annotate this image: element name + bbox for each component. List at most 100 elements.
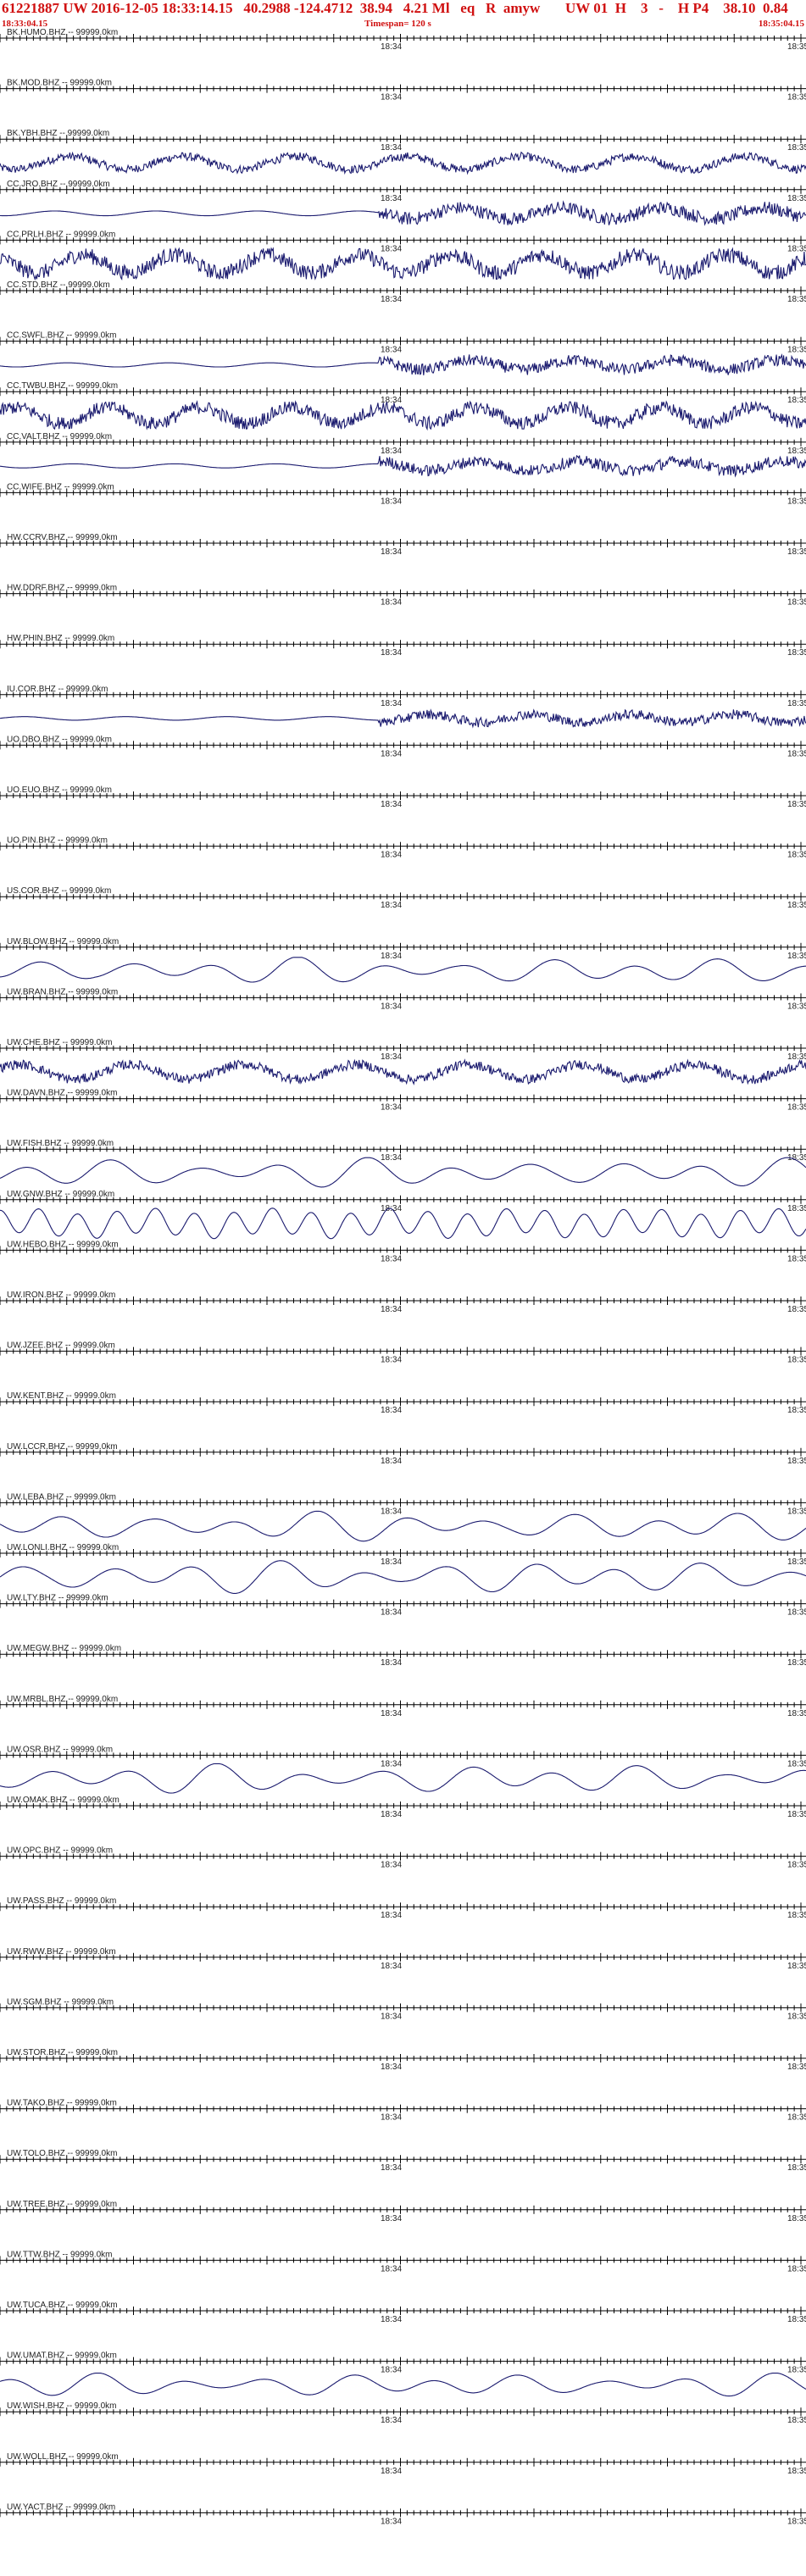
- station-label: UW.MRBL.BHZ -- 99999.0km: [7, 1695, 118, 1704]
- axis-time-label: 18:34: [381, 1608, 402, 1618]
- station-label: US.COR.BHZ -- 99999.0km: [7, 886, 111, 896]
- waveform-trace: [0, 353, 806, 375]
- station-label: UW.BLOW.BHZ -- 99999.0km: [7, 937, 119, 947]
- station-label: CC.VALT.BHZ -- 99999.0km: [7, 432, 112, 441]
- axis-time-label: 18:34: [381, 244, 402, 253]
- axis-time-label-right: 18:35: [787, 1962, 806, 1971]
- station-row: HW.PHIN.BHZ -- 99999.0km 18:34 18:35: [0, 634, 806, 658]
- station-label: UW.LTY.BHZ -- 99999.0km: [7, 1594, 108, 1603]
- axis-time-label: 18:34: [381, 1457, 402, 1466]
- end-time: 18:35:04.15: [758, 19, 804, 29]
- axis-time-label-right: 18:35: [787, 1557, 806, 1567]
- waveform-trace: [0, 1208, 806, 1240]
- station-row: UW.DAVN.BHZ -- 99999.0km 18:34 18:35: [0, 1089, 806, 1113]
- axis-time-label: 18:34: [381, 1254, 402, 1263]
- start-time: 18:33:04.15: [2, 19, 48, 29]
- waveform-trace: [0, 247, 806, 281]
- axis-time-label: 18:34: [381, 1052, 402, 1062]
- axis-time-label-right: 18:35: [787, 1759, 806, 1768]
- station-label: BK.HUMO.BHZ -- 99999.0km: [7, 28, 118, 37]
- station-row: UW.MEGW.BHZ -- 99999.0km 18:34 18:35: [0, 1644, 806, 1668]
- timespan-label: Timespan= 120 s: [364, 19, 431, 29]
- axis-time-label-right: 18:35: [787, 194, 806, 203]
- event-title: 61221887 UW 2016-12-05 18:33:14.15 40.29…: [2, 0, 788, 16]
- axis-time-label: 18:34: [381, 194, 402, 203]
- axis-time-label: 18:34: [381, 547, 402, 557]
- station-row: US.COR.BHZ -- 99999.0km 18:34 18:35: [0, 886, 806, 910]
- axis-time-label: 18:34: [381, 1305, 402, 1314]
- axis-time-label: 18:34: [381, 901, 402, 910]
- axis-time-label: 18:34: [381, 1658, 402, 1668]
- station-row: UW.PASS.BHZ -- 99999.0km 18:34 18:35: [0, 1896, 806, 1920]
- axis-time-label-right: 18:35: [787, 244, 806, 253]
- station-label: UW.MEGW.BHZ -- 99999.0km: [7, 1644, 121, 1653]
- axis-time-label: 18:34: [381, 1759, 402, 1768]
- station-label: BK.MOD.BHZ -- 99999.0km: [7, 79, 112, 88]
- event-header: 61221887 UW 2016-12-05 18:33:14.15 40.29…: [0, 0, 806, 34]
- waveform-trace: [0, 400, 806, 431]
- axis-time-label: 18:34: [381, 1406, 402, 1415]
- station-label: UW.BRAN.BHZ -- 99999.0km: [7, 987, 118, 997]
- station-row: CC.WIFE.BHZ -- 99999.0km 18:34 18:35: [0, 482, 806, 506]
- axis-time-label: 18:34: [381, 346, 402, 355]
- axis-time-label-right: 18:35: [787, 447, 806, 456]
- axis-time-label: 18:34: [381, 699, 402, 708]
- axis-time-label: 18:34: [381, 749, 402, 758]
- station-row: CC.VALT.BHZ -- 99999.0km 18:34 18:35: [0, 432, 806, 478]
- axis-time-label-right: 18:35: [787, 93, 806, 103]
- station-label: UW.OMAK.BHZ -- 99999.0km: [7, 1796, 120, 1805]
- axis-time-label-right: 18:35: [787, 1103, 806, 1113]
- axis-time-label-right: 18:35: [787, 851, 806, 860]
- axis-time-label-right: 18:35: [787, 1254, 806, 1263]
- station-row: UW.RWW.BHZ -- 99999.0km 18:34 18:35: [0, 1947, 806, 1971]
- axis-time-label: 18:34: [381, 800, 402, 809]
- axis-time-label-right: 18:35: [787, 1709, 806, 1718]
- station-label: UW.PASS.BHZ -- 99999.0km: [7, 1896, 116, 1906]
- station-row: HW.CCRV.BHZ -- 99999.0km 18:34 18:35: [0, 533, 806, 557]
- axis-time-label-right: 18:35: [787, 1356, 806, 1365]
- axis-time-label-right: 18:35: [787, 1002, 806, 1011]
- station-row: UW.OPC.BHZ -- 99999.0km 18:34 18:35: [0, 1846, 806, 1870]
- axis-time-label-right: 18:35: [787, 497, 806, 506]
- station-row: UO.DBO.BHZ -- 99999.0km 18:34 18:35: [0, 735, 806, 758]
- station-row: UW.LTY.BHZ -- 99999.0km 18:34 18:35: [0, 1594, 806, 1618]
- station-label: UW.OPC.BHZ -- 99999.0km: [7, 1846, 113, 1856]
- axis-time-label: 18:34: [381, 648, 402, 658]
- axis-time-label-right: 18:35: [787, 1608, 806, 1618]
- waveform-trace: [0, 1560, 806, 1594]
- axis-time-label-right: 18:35: [787, 1507, 806, 1516]
- axis-time-label: 18:34: [381, 1103, 402, 1113]
- station-row: CC.TWBU.BHZ -- 99999.0km 18:34 18:35: [0, 381, 806, 431]
- axis-time-label-right: 18:35: [787, 901, 806, 910]
- station-label: CC.SWFL.BHZ -- 99999.0km: [7, 331, 116, 341]
- axis-time-label-right: 18:35: [787, 800, 806, 809]
- station-label: CC.PRLH.BHZ -- 99999.0km: [7, 230, 115, 239]
- station-label: UO.PIN.BHZ -- 99999.0km: [7, 836, 108, 846]
- station-row: BK.HUMO.BHZ -- 99999.0km 18:34 18:35: [0, 28, 806, 52]
- waveform-trace: [0, 708, 806, 729]
- axis-time-label: 18:34: [381, 598, 402, 608]
- axis-time-label-right: 18:35: [787, 396, 806, 405]
- station-label: CC.JRO.BHZ -- 99999.0km: [7, 180, 110, 189]
- station-label: UW.RWW.BHZ -- 99999.0km: [7, 1947, 116, 1957]
- axis-time-label-right: 18:35: [787, 143, 806, 153]
- station-row: UW.BLOW.BHZ -- 99999.0km 18:34 18:35: [0, 937, 806, 983]
- waveform-trace: [0, 957, 806, 983]
- station-row: UW.OSR.BHZ -- 99999.0km 18:34 18:35: [0, 1745, 806, 1794]
- axis-time-label: 18:34: [381, 1356, 402, 1365]
- axis-time-label: 18:34: [381, 93, 402, 103]
- axis-time-label-right: 18:35: [787, 1861, 806, 1870]
- axis-time-label-right: 18:35: [787, 749, 806, 758]
- station-row: UO.EUO.BHZ -- 99999.0km 18:34 18:35: [0, 786, 806, 809]
- axis-time-label-right: 18:35: [787, 952, 806, 961]
- waveform-trace: [0, 1058, 806, 1085]
- station-label: UO.EUO.BHZ -- 99999.0km: [7, 786, 112, 795]
- station-label: HW.CCRV.BHZ -- 99999.0km: [7, 533, 118, 542]
- axis-time-label-right: 18:35: [787, 1457, 806, 1466]
- axis-time-label-right: 18:35: [787, 1204, 806, 1213]
- axis-time-label: 18:34: [381, 1507, 402, 1516]
- station-row: UW.MRBL.BHZ -- 99999.0km 18:34 18:35: [0, 1695, 806, 1718]
